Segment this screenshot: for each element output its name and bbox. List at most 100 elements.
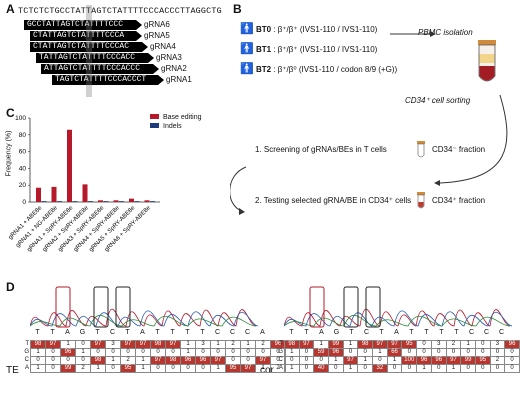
- y-tick-label: 60: [19, 149, 27, 156]
- row-letter: G: [24, 349, 29, 355]
- table-cell: 2: [255, 340, 271, 349]
- base-call: C: [229, 329, 236, 336]
- base-call: C: [214, 329, 221, 336]
- table-cell: 96: [195, 356, 211, 365]
- step-2-text: 2. Testing selected gRNA/BE in CD34⁺ cel…: [255, 196, 412, 205]
- base-call: T: [454, 329, 459, 336]
- bar: [113, 200, 119, 202]
- person-icon: 🚹: [240, 43, 254, 55]
- table-cell: 0: [460, 348, 476, 357]
- table-cell: 0: [210, 348, 226, 357]
- legend-swatch: [150, 123, 159, 128]
- table-row: G 1 0 96 1 0 0 0 0 0 0 1 0 0 0 0 0 0: [22, 348, 286, 357]
- table-cell: 1: [210, 364, 226, 373]
- allele-table-left: T 98 97 1 0 97 3 97 97 98 97 1 3 1 2 1 2 96 G 1 0 96 1 0 0 0 0 0 0 1 0…: [22, 340, 286, 373]
- table-cell: 0: [489, 348, 506, 357]
- grna-arrow: [136, 31, 142, 41]
- table-cell: 0: [75, 340, 91, 349]
- table-cell: 97: [445, 356, 462, 365]
- curved-arrow-to-fraction: [439, 94, 508, 184]
- table-cell: 0: [504, 348, 520, 357]
- base-call: T: [185, 329, 190, 336]
- table-cell: 0: [225, 356, 241, 365]
- grna-label: gRNA4: [150, 42, 176, 51]
- table-cell: 0: [416, 348, 432, 357]
- table-cell: 0: [313, 356, 329, 365]
- table-cell: 0: [240, 356, 256, 365]
- table-cell: 0: [430, 364, 447, 373]
- table-cell: 0: [45, 364, 61, 373]
- table-cell: 1: [180, 340, 196, 349]
- table-cell: 0: [401, 364, 418, 373]
- table-cell: 95: [225, 364, 241, 373]
- table-cell: 1: [372, 348, 388, 357]
- donor-genotype: β⁺/β⁺ (IVS1-110 / IVS1-110): [277, 25, 378, 34]
- base-call: C: [483, 329, 490, 336]
- grna-label: gRNA5: [144, 31, 170, 40]
- grna-label: gRNA2: [161, 64, 187, 73]
- table-cell: 97: [298, 340, 315, 349]
- table-cell: 1: [210, 340, 226, 349]
- donor-id: BT2: [255, 65, 272, 74]
- base-call: C: [468, 329, 475, 336]
- grna-arrow: [142, 42, 148, 52]
- base-call: C: [244, 329, 251, 336]
- table-cell: 1: [386, 356, 403, 365]
- bar: [129, 198, 134, 202]
- table-cell: 3: [195, 340, 211, 349]
- small-tube-icon: [417, 192, 425, 209]
- base-call: T: [439, 329, 444, 336]
- base-call: T: [35, 329, 40, 336]
- table-cell: 0: [60, 356, 76, 365]
- table-cell: 0: [240, 348, 256, 357]
- table-cell: 3: [430, 340, 447, 349]
- bar: [150, 201, 155, 202]
- table-cell: 2: [120, 356, 136, 365]
- row-letter: T: [25, 341, 29, 347]
- chromatogram-left: [30, 286, 259, 328]
- grna-arrow: [153, 64, 159, 74]
- base-call: T: [379, 329, 384, 336]
- row-letter: C: [278, 357, 283, 363]
- base-call: T: [424, 329, 429, 336]
- cd34-minus-fraction: CD34⁻ fraction: [432, 145, 486, 154]
- donor-row: 🚹 BT1 : β⁺/β⁺ (IVS1-110 / IVS1-110): [240, 43, 378, 55]
- bar: [98, 200, 103, 202]
- table-cell: 97: [120, 340, 136, 349]
- table-cell: 0: [504, 356, 520, 365]
- table-cell: 96: [327, 348, 344, 357]
- table-cell: 1: [105, 356, 121, 365]
- table-cell: 0: [445, 348, 462, 357]
- curved-arrow-step1-step2: [230, 166, 247, 212]
- row-letter: T: [279, 341, 283, 347]
- base-call: A: [319, 329, 324, 336]
- table-cell: 0: [327, 364, 344, 373]
- arrow-head: [434, 180, 440, 186]
- base-call: G: [79, 329, 86, 336]
- table-cell: 98: [30, 340, 46, 349]
- base-call: T: [170, 329, 175, 336]
- row-letter: G: [278, 349, 283, 355]
- target-base-highlight: [86, 5, 92, 97]
- table-cell: 97: [210, 356, 226, 365]
- table-row: C 0 0 0 0 98 1 2 1 97 98 96 96 97 0 0 97 0: [22, 356, 286, 365]
- table-cell: 0: [283, 356, 300, 365]
- base-call: T: [304, 329, 309, 336]
- table-cell: 96: [504, 340, 520, 349]
- table-cell: 96: [180, 356, 196, 365]
- table-cell: 100: [401, 356, 418, 365]
- base-call: T: [155, 329, 160, 336]
- grna-label: gRNA6: [144, 20, 170, 29]
- base-call: A: [65, 329, 70, 336]
- base-call: G: [333, 329, 340, 336]
- table-cell: 1: [75, 348, 91, 357]
- donor-row: 🚹 BT2 : β⁺/β⁰ (IVS1-110 / codon 8/9 (+G)…: [240, 63, 398, 75]
- step-1-text: 1. Screening of gRNAs/BEs in T cells: [255, 145, 387, 154]
- table-cell: 66: [386, 348, 403, 357]
- table-cell: 0: [45, 348, 61, 357]
- table-cell: 0: [460, 364, 476, 373]
- table-row: A 1 0 99 2 1 0 95 1 0 0 0 0 1 95 97 1 2: [22, 364, 286, 373]
- table-cell: 1: [30, 364, 46, 373]
- base-call: C: [363, 329, 370, 336]
